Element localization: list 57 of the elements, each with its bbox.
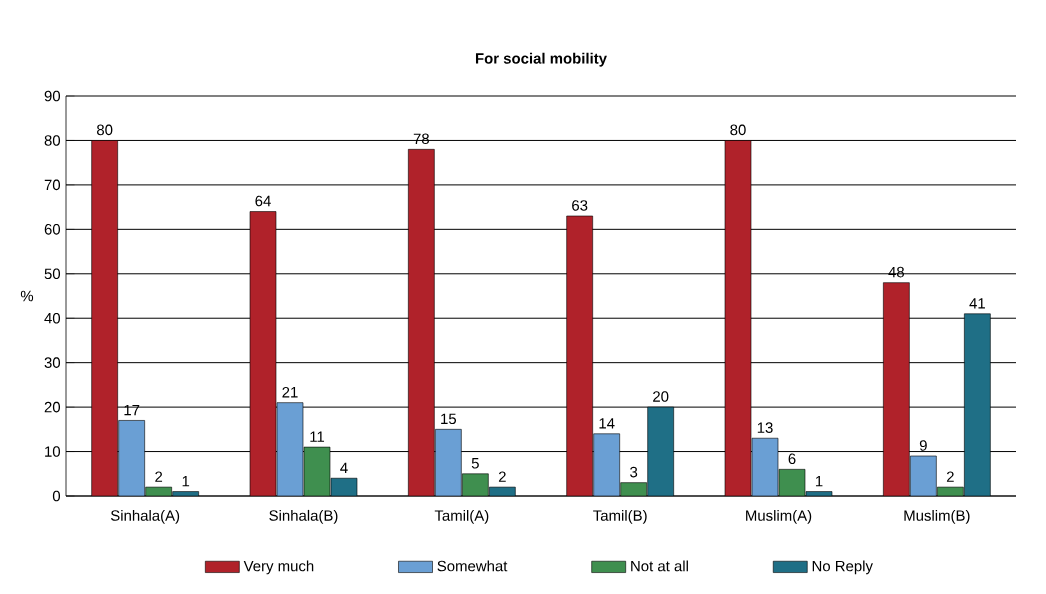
bar [249, 211, 277, 496]
y-tick-label: 70 [44, 179, 61, 191]
data-label: 2 [946, 471, 954, 482]
y-tick-label: 90 [44, 90, 61, 102]
x-tick-label: Tamil(B) [593, 509, 647, 524]
bar [593, 433, 620, 496]
chart-title: For social mobility [475, 52, 607, 67]
data-label: 9 [919, 440, 927, 451]
data-label: 6 [788, 453, 796, 465]
y-tick-label: 60 [44, 224, 61, 235]
bar [724, 140, 752, 496]
legend-label: No Reply [812, 560, 873, 575]
data-label: 4 [340, 462, 348, 473]
data-label: 80 [730, 124, 746, 136]
data-label: 63 [572, 200, 588, 211]
y-tick-label: 50 [44, 268, 61, 280]
legend-label: Not at all [631, 560, 688, 572]
legend-label: Somewhat [437, 560, 508, 572]
legend-label: Very much [243, 560, 314, 575]
bar [118, 420, 145, 496]
bar [408, 149, 435, 496]
bar [883, 282, 910, 496]
y-tick-label: 20 [44, 401, 61, 413]
y-axis-title: % [20, 290, 34, 302]
bar [91, 140, 118, 496]
y-tick-label: 10 [45, 446, 61, 457]
data-label: 11 [310, 431, 325, 442]
y-tick-label: 80 [44, 135, 61, 146]
data-label: 13 [757, 422, 773, 433]
data-label: 2 [155, 471, 163, 482]
x-tick-label: Sinhala(B) [269, 509, 338, 524]
data-label: 2 [498, 471, 506, 482]
bar [566, 215, 593, 496]
data-label: 80 [97, 124, 113, 136]
bar [276, 402, 304, 496]
x-tick-label: Muslim(B) [904, 509, 970, 524]
data-label: 41 [969, 298, 985, 309]
bar [910, 455, 937, 496]
data-label: 21 [282, 386, 298, 398]
y-tick-label: 40 [44, 312, 61, 324]
data-label: 20 [653, 391, 669, 402]
data-label: 64 [255, 195, 271, 207]
y-tick-label: 30 [44, 357, 61, 368]
bar [435, 429, 462, 496]
x-tick-label: Tamil(A) [434, 509, 489, 524]
data-label: 14 [599, 418, 615, 429]
bar [964, 313, 991, 496]
x-tick-label: Muslim(A) [746, 509, 812, 524]
data-label: 1 [815, 475, 823, 487]
data-label: 5 [471, 458, 479, 469]
x-tick-label: Sinhala(A) [110, 509, 180, 524]
bar [462, 473, 489, 496]
bar [647, 406, 674, 496]
data-label: 15 [441, 413, 457, 425]
y-tick-label: 0 [52, 490, 61, 502]
data-label: 3 [630, 466, 638, 478]
data-label: 1 [182, 475, 190, 487]
